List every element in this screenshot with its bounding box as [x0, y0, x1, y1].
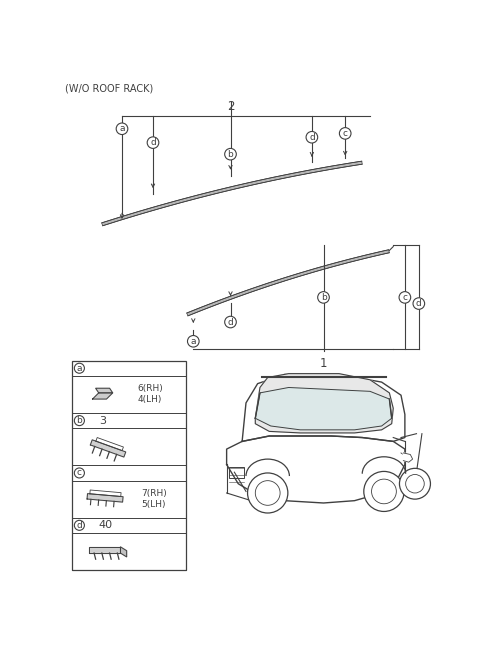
Circle shape	[318, 292, 329, 303]
Circle shape	[339, 128, 351, 139]
Text: 3: 3	[99, 416, 106, 426]
Bar	[229, 467, 244, 478]
Circle shape	[413, 298, 425, 310]
Text: 7(RH)
5(LH): 7(RH) 5(LH)	[142, 489, 167, 509]
Circle shape	[399, 292, 411, 303]
Text: 1: 1	[320, 357, 327, 370]
Polygon shape	[255, 374, 393, 433]
Text: c: c	[402, 293, 408, 302]
Polygon shape	[227, 436, 405, 503]
Circle shape	[364, 472, 404, 512]
Circle shape	[225, 148, 236, 160]
Polygon shape	[96, 388, 113, 393]
Bar	[72, 361, 186, 570]
Text: d: d	[416, 299, 422, 308]
Polygon shape	[187, 250, 389, 316]
Circle shape	[74, 416, 84, 426]
Text: b: b	[228, 150, 233, 159]
Polygon shape	[102, 161, 362, 226]
Text: b: b	[76, 416, 82, 425]
Text: c: c	[343, 129, 348, 138]
Text: 40: 40	[99, 520, 113, 530]
Text: d: d	[228, 318, 233, 327]
Text: d: d	[309, 133, 315, 142]
Circle shape	[74, 520, 84, 530]
Text: a: a	[119, 124, 125, 133]
Polygon shape	[403, 453, 413, 462]
Text: a: a	[191, 337, 196, 346]
Text: c: c	[77, 468, 82, 478]
Circle shape	[306, 131, 318, 143]
Polygon shape	[87, 493, 123, 502]
Polygon shape	[89, 547, 120, 553]
Text: 6(RH)
4(LH): 6(RH) 4(LH)	[137, 384, 163, 405]
Circle shape	[74, 363, 84, 373]
Polygon shape	[90, 440, 126, 457]
Text: (W/O ROOF RACK): (W/O ROOF RACK)	[65, 83, 153, 93]
Text: d: d	[150, 138, 156, 147]
Circle shape	[225, 316, 236, 328]
Polygon shape	[120, 547, 127, 557]
Text: d: d	[76, 521, 82, 530]
Text: a: a	[77, 363, 82, 373]
Text: 2: 2	[227, 100, 234, 113]
Polygon shape	[93, 393, 113, 399]
Circle shape	[147, 137, 159, 148]
Circle shape	[188, 335, 199, 347]
Polygon shape	[255, 388, 392, 430]
Text: b: b	[321, 293, 326, 302]
Circle shape	[399, 468, 431, 499]
Circle shape	[116, 123, 128, 134]
Circle shape	[248, 473, 288, 513]
Polygon shape	[242, 375, 405, 441]
Circle shape	[74, 468, 84, 478]
